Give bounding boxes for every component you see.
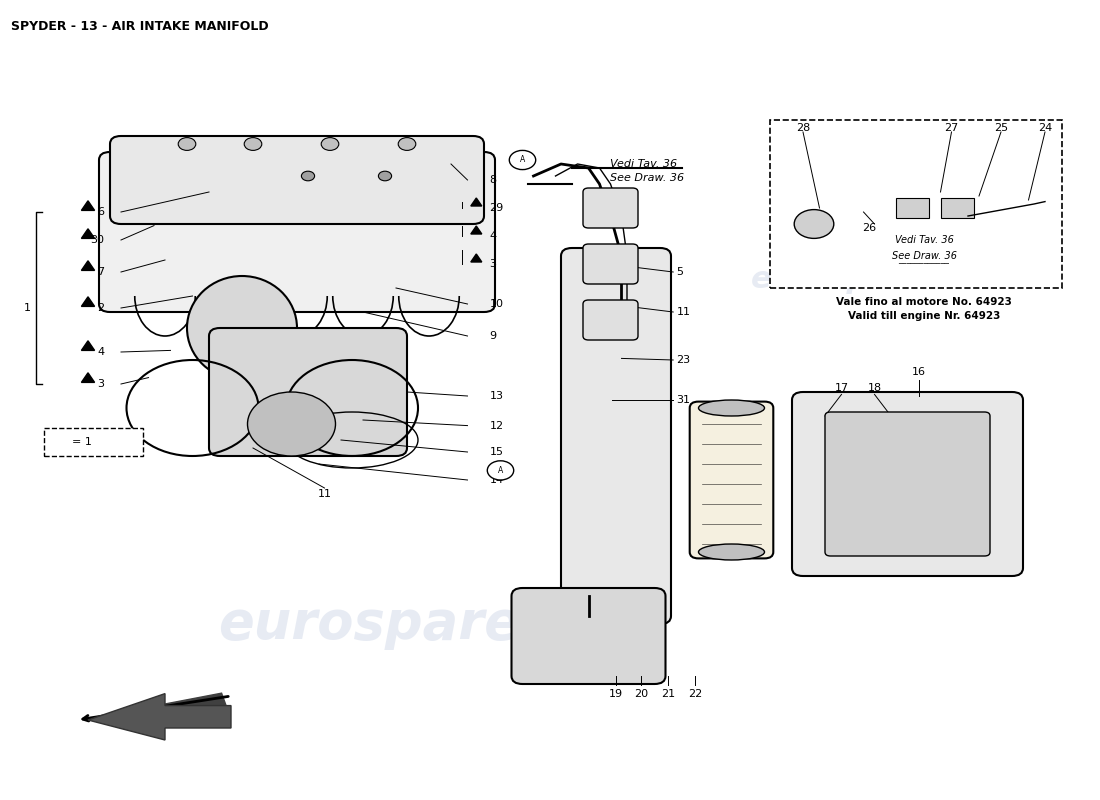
Polygon shape	[88, 694, 231, 740]
FancyBboxPatch shape	[110, 136, 484, 224]
Text: 15: 15	[490, 447, 504, 457]
Text: 26: 26	[862, 223, 876, 233]
Polygon shape	[55, 434, 66, 442]
Text: 10: 10	[490, 299, 504, 309]
Text: 5: 5	[676, 267, 683, 277]
Bar	[940, 198, 974, 218]
Text: 17: 17	[835, 383, 848, 393]
Polygon shape	[471, 198, 482, 206]
Circle shape	[321, 138, 339, 150]
Text: 6: 6	[98, 207, 104, 217]
Circle shape	[509, 150, 536, 170]
Polygon shape	[81, 373, 95, 382]
Text: 23: 23	[676, 355, 691, 365]
Text: eurospares: eurospares	[218, 598, 552, 650]
Ellipse shape	[698, 544, 764, 560]
Text: 29: 29	[490, 203, 504, 213]
Circle shape	[178, 138, 196, 150]
Text: 25: 25	[994, 123, 1008, 133]
Text: 2: 2	[98, 303, 104, 313]
Text: 22: 22	[689, 690, 702, 699]
Polygon shape	[81, 261, 95, 270]
Text: 7: 7	[98, 267, 104, 277]
Text: = 1: = 1	[72, 437, 91, 446]
Text: Valid till engine Nr. 64923: Valid till engine Nr. 64923	[848, 311, 1000, 321]
FancyBboxPatch shape	[792, 392, 1023, 576]
Text: 12: 12	[490, 421, 504, 430]
Circle shape	[794, 210, 834, 238]
Text: SPYDER - 13 - AIR INTAKE MANIFOLD: SPYDER - 13 - AIR INTAKE MANIFOLD	[11, 20, 268, 33]
FancyBboxPatch shape	[583, 244, 638, 284]
FancyBboxPatch shape	[690, 402, 773, 558]
FancyBboxPatch shape	[512, 588, 666, 684]
Text: 20: 20	[635, 690, 648, 699]
FancyArrow shape	[121, 693, 230, 735]
Circle shape	[248, 392, 336, 456]
Text: eurospares: eurospares	[750, 266, 944, 294]
Text: 4: 4	[98, 347, 104, 357]
Ellipse shape	[187, 276, 297, 380]
Polygon shape	[81, 341, 95, 350]
Polygon shape	[81, 229, 95, 238]
Text: 19: 19	[609, 690, 623, 699]
Polygon shape	[81, 297, 95, 306]
FancyBboxPatch shape	[770, 120, 1062, 288]
Circle shape	[487, 461, 514, 480]
Text: 14: 14	[490, 475, 504, 485]
Text: 4: 4	[490, 231, 496, 241]
Text: 27: 27	[945, 123, 958, 133]
Ellipse shape	[698, 400, 764, 416]
Text: A: A	[498, 466, 503, 475]
Text: 8: 8	[490, 175, 496, 185]
Polygon shape	[81, 201, 95, 210]
Text: 30: 30	[90, 235, 104, 245]
Text: 13: 13	[490, 391, 504, 401]
Text: 24: 24	[1038, 123, 1052, 133]
Text: 3: 3	[98, 379, 104, 389]
Text: A: A	[520, 155, 525, 165]
Text: 11: 11	[676, 307, 691, 317]
Circle shape	[244, 138, 262, 150]
Text: 1: 1	[24, 303, 31, 313]
Text: Vedi Tav. 36: Vedi Tav. 36	[894, 235, 954, 245]
Circle shape	[398, 138, 416, 150]
Text: See Draw. 36: See Draw. 36	[891, 251, 957, 261]
FancyBboxPatch shape	[583, 300, 638, 340]
FancyBboxPatch shape	[99, 152, 495, 312]
Polygon shape	[471, 254, 482, 262]
FancyBboxPatch shape	[209, 328, 407, 456]
Circle shape	[301, 171, 315, 181]
Text: ────────────: ────────────	[899, 261, 949, 267]
FancyBboxPatch shape	[44, 428, 143, 456]
FancyBboxPatch shape	[561, 248, 671, 624]
Text: 18: 18	[868, 383, 881, 393]
Text: 9: 9	[490, 331, 496, 341]
Polygon shape	[471, 226, 482, 234]
Text: 11: 11	[318, 490, 331, 499]
FancyBboxPatch shape	[583, 188, 638, 228]
FancyBboxPatch shape	[825, 412, 990, 556]
Text: 16: 16	[912, 367, 925, 377]
Text: See Draw. 36: See Draw. 36	[610, 173, 684, 182]
Bar	[896, 198, 929, 218]
Text: Vale fino al motore No. 64923: Vale fino al motore No. 64923	[836, 298, 1012, 307]
Circle shape	[378, 171, 392, 181]
Text: 31: 31	[676, 395, 691, 405]
Text: 28: 28	[796, 123, 810, 133]
Text: Vedi Tav. 36: Vedi Tav. 36	[610, 159, 678, 169]
Text: 3: 3	[490, 259, 496, 269]
Text: 21: 21	[661, 690, 674, 699]
